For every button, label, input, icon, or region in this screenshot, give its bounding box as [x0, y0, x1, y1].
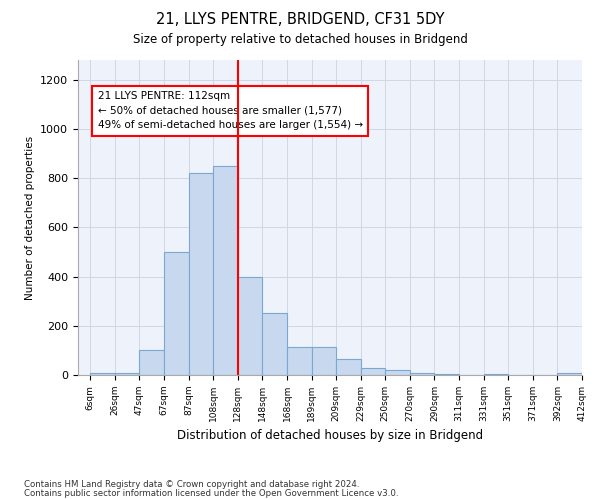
- X-axis label: Distribution of detached houses by size in Bridgend: Distribution of detached houses by size …: [177, 430, 483, 442]
- Bar: [238, 276, 262, 375]
- Bar: [164, 252, 188, 375]
- Bar: [188, 173, 213, 375]
- Y-axis label: Number of detached properties: Number of detached properties: [25, 136, 35, 300]
- Bar: [262, 314, 287, 375]
- Bar: [434, 374, 459, 375]
- Bar: [213, 166, 238, 375]
- Bar: [336, 359, 361, 375]
- Bar: [115, 372, 139, 375]
- Bar: [361, 368, 385, 375]
- Text: 21, LLYS PENTRE, BRIDGEND, CF31 5DY: 21, LLYS PENTRE, BRIDGEND, CF31 5DY: [156, 12, 444, 28]
- Bar: [287, 346, 311, 375]
- Text: Contains public sector information licensed under the Open Government Licence v3: Contains public sector information licen…: [24, 488, 398, 498]
- Bar: [385, 370, 410, 375]
- Text: 21 LLYS PENTRE: 112sqm
← 50% of detached houses are smaller (1,577)
49% of semi-: 21 LLYS PENTRE: 112sqm ← 50% of detached…: [98, 91, 363, 130]
- Bar: [484, 374, 508, 375]
- Bar: [410, 372, 434, 375]
- Text: Contains HM Land Registry data © Crown copyright and database right 2024.: Contains HM Land Registry data © Crown c…: [24, 480, 359, 489]
- Bar: [557, 372, 582, 375]
- Bar: [90, 372, 115, 375]
- Text: Size of property relative to detached houses in Bridgend: Size of property relative to detached ho…: [133, 32, 467, 46]
- Bar: [139, 350, 164, 375]
- Bar: [311, 346, 336, 375]
